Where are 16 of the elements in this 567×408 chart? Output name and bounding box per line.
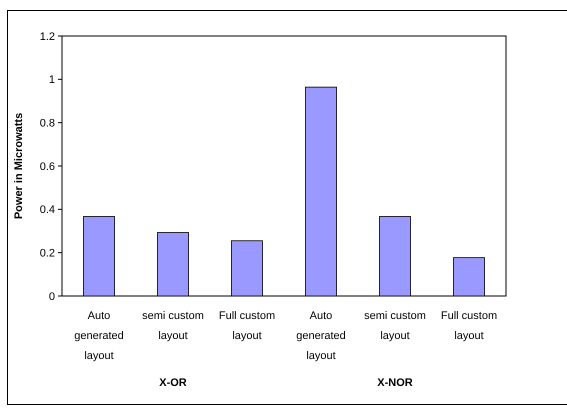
x-tick-label: Auto generated layout [296,310,346,362]
y-tick-label: 0.6 [40,160,55,173]
y-tick-label: 0.8 [40,118,55,130]
x-tick-label: semi custom layout [142,310,204,342]
x-tick-label: semi custom layout [364,310,426,342]
y-tick-label: 1.2 [40,30,55,43]
y-axis-title: Power in Microwatts [13,112,25,220]
y-tick-label: 0.2 [40,248,55,260]
y-tick-label: 0.4 [40,204,55,216]
x-tick-label: Full custom layout [218,310,276,342]
text: X-OR [159,377,187,389]
x-tick-label: Full custom layout [440,310,498,342]
y-tick-label: 0 [48,290,55,303]
x-tick-label: Auto generated layout [74,310,124,362]
y-tick-label: 1 [48,74,55,86]
text: X-NOR [377,377,413,389]
